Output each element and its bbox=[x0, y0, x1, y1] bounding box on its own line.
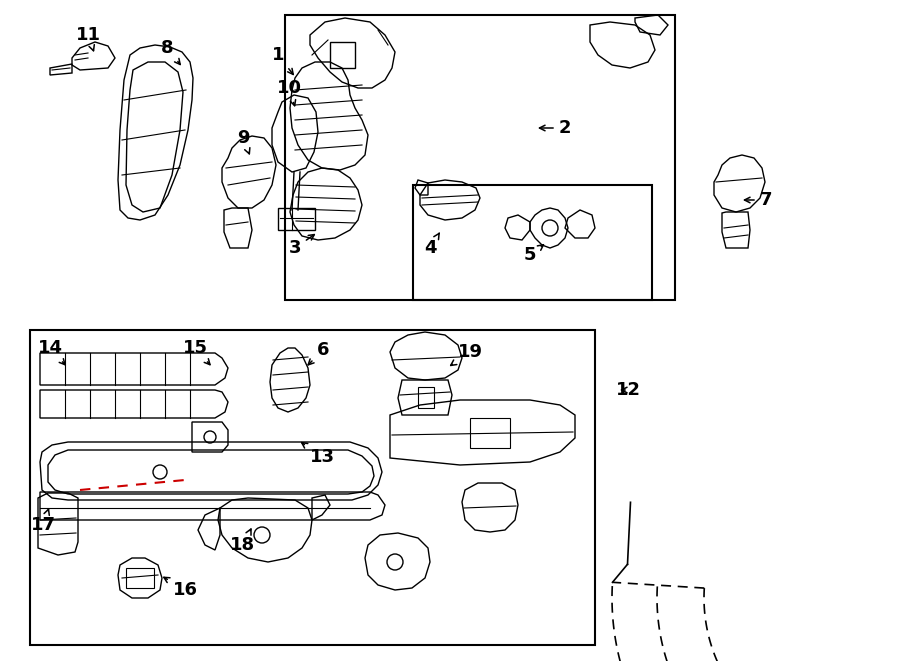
Bar bbox=[126, 568, 154, 588]
Text: 2: 2 bbox=[539, 119, 572, 137]
Text: 1: 1 bbox=[272, 46, 293, 75]
Text: 18: 18 bbox=[230, 529, 256, 554]
Bar bbox=[470, 418, 510, 448]
Bar bbox=[285, 15, 675, 300]
Text: 17: 17 bbox=[31, 509, 56, 534]
Text: 3: 3 bbox=[289, 235, 314, 257]
Text: 6: 6 bbox=[308, 341, 329, 365]
Text: 9: 9 bbox=[237, 129, 250, 154]
Text: 15: 15 bbox=[183, 339, 210, 365]
Text: 5: 5 bbox=[524, 245, 544, 264]
Bar bbox=[413, 185, 652, 300]
Text: 12: 12 bbox=[616, 381, 641, 399]
Text: 19: 19 bbox=[451, 343, 482, 366]
Bar bbox=[30, 330, 595, 645]
Text: 10: 10 bbox=[276, 79, 302, 106]
Text: 8: 8 bbox=[161, 39, 180, 65]
Text: 7: 7 bbox=[744, 191, 772, 209]
Text: 16: 16 bbox=[164, 577, 197, 599]
Bar bbox=[418, 387, 434, 408]
Text: 13: 13 bbox=[302, 443, 335, 466]
Text: 4: 4 bbox=[424, 233, 439, 257]
Text: 11: 11 bbox=[76, 26, 101, 51]
Text: 14: 14 bbox=[38, 339, 65, 365]
